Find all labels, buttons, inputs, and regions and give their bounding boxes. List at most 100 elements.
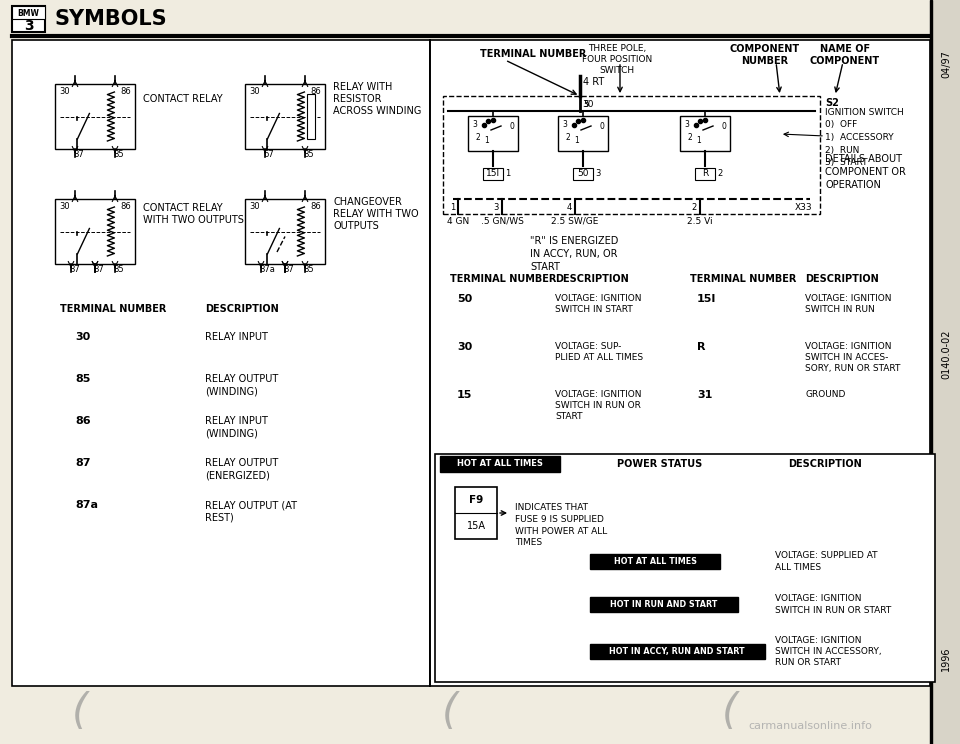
- Text: IGNITION SWITCH
0)  OFF
1)  ACCESSORY
2)  RUN
3)  START: IGNITION SWITCH 0) OFF 1) ACCESSORY 2) R…: [825, 108, 903, 167]
- Text: VOLTAGE: SUPPLIED AT
ALL TIMES: VOLTAGE: SUPPLIED AT ALL TIMES: [775, 551, 877, 571]
- Text: RELAY OUTPUT
(ENERGIZED): RELAY OUTPUT (ENERGIZED): [205, 458, 278, 481]
- Text: R: R: [702, 170, 708, 179]
- Text: (: (: [72, 691, 88, 733]
- Text: 3: 3: [562, 120, 566, 129]
- Text: VOLTAGE: IGNITION
SWITCH IN START: VOLTAGE: IGNITION SWITCH IN START: [555, 294, 641, 314]
- Text: 67: 67: [263, 150, 274, 159]
- Bar: [573, 168, 593, 180]
- Bar: [12, 40, 430, 686]
- Text: VOLTAGE: IGNITION
SWITCH IN RUN OR START: VOLTAGE: IGNITION SWITCH IN RUN OR START: [775, 594, 891, 615]
- Text: "R" IS ENERGIZED
IN ACCY, RUN, OR
START: "R" IS ENERGIZED IN ACCY, RUN, OR START: [530, 236, 618, 272]
- Text: RELAY OUTPUT
(WINDING): RELAY OUTPUT (WINDING): [205, 374, 278, 397]
- Text: 5: 5: [583, 100, 588, 109]
- Bar: [558, 116, 608, 151]
- Text: 15I: 15I: [697, 294, 716, 304]
- Text: 31: 31: [697, 390, 712, 400]
- Bar: [930, 0, 932, 744]
- Text: COMPONENT
NUMBER: COMPONENT NUMBER: [730, 44, 800, 66]
- Text: TERMINAL NUMBER: TERMINAL NUMBER: [690, 274, 797, 284]
- Text: RELAY OUTPUT (AT
REST): RELAY OUTPUT (AT REST): [205, 500, 297, 523]
- Text: R: R: [701, 168, 708, 178]
- Text: 30: 30: [75, 332, 90, 342]
- Text: 30: 30: [59, 87, 70, 96]
- Bar: [12, 6, 45, 32]
- Text: 86: 86: [310, 87, 321, 96]
- Text: 87a: 87a: [75, 500, 98, 510]
- Text: VOLTAGE: IGNITION
SWITCH IN RUN OR
START: VOLTAGE: IGNITION SWITCH IN RUN OR START: [555, 390, 641, 421]
- Bar: [680, 116, 730, 151]
- Text: GROUND: GROUND: [805, 390, 846, 399]
- Text: HOT AT ALL TIMES: HOT AT ALL TIMES: [457, 460, 543, 469]
- Bar: [55, 84, 135, 149]
- Text: 2.5 SW/GE: 2.5 SW/GE: [551, 217, 599, 226]
- Bar: [307, 94, 316, 139]
- Text: 4 RT: 4 RT: [583, 77, 604, 87]
- Text: TERMINAL NUMBER: TERMINAL NUMBER: [60, 304, 166, 314]
- Text: F9: F9: [468, 495, 483, 505]
- Text: 87: 87: [93, 265, 104, 274]
- Text: NAME OF
COMPONENT: NAME OF COMPONENT: [810, 44, 880, 66]
- Text: 2: 2: [692, 203, 697, 212]
- Text: 1: 1: [696, 136, 701, 145]
- Text: R: R: [697, 342, 706, 352]
- Bar: [590, 644, 765, 659]
- Text: VOLTAGE: IGNITION
SWITCH IN ACCESSORY,
RUN OR START: VOLTAGE: IGNITION SWITCH IN ACCESSORY, R…: [775, 636, 881, 667]
- Text: 86: 86: [310, 202, 321, 211]
- Text: 04/97: 04/97: [941, 50, 951, 78]
- Text: 2: 2: [717, 170, 722, 179]
- Text: 85: 85: [113, 265, 124, 274]
- Text: 30: 30: [582, 100, 593, 109]
- Text: 3: 3: [24, 19, 34, 33]
- Text: DETAILS ABOUT
COMPONENT OR
OPERATION: DETAILS ABOUT COMPONENT OR OPERATION: [825, 154, 906, 190]
- Text: SYMBOLS: SYMBOLS: [55, 9, 168, 29]
- Text: 1: 1: [449, 203, 455, 212]
- Text: 4 GN: 4 GN: [446, 217, 469, 226]
- Bar: [55, 199, 135, 264]
- Text: 85: 85: [113, 150, 124, 159]
- Text: 85: 85: [303, 150, 314, 159]
- Text: 3: 3: [684, 120, 689, 129]
- Text: 4: 4: [566, 203, 572, 212]
- Text: 15: 15: [457, 390, 472, 400]
- Text: 86: 86: [75, 416, 90, 426]
- Text: TERMINAL NUMBER: TERMINAL NUMBER: [480, 49, 587, 59]
- Bar: [932, 0, 960, 744]
- Text: 50: 50: [577, 170, 588, 179]
- Text: HOT IN ACCY, RUN AND START: HOT IN ACCY, RUN AND START: [610, 647, 745, 656]
- Text: (: (: [722, 691, 738, 733]
- Bar: [245, 84, 325, 149]
- Bar: [695, 168, 715, 180]
- Text: 1996: 1996: [941, 647, 951, 671]
- Text: 2.5 Vi: 2.5 Vi: [687, 217, 713, 226]
- Text: 50: 50: [457, 294, 472, 304]
- Text: 85: 85: [75, 374, 90, 384]
- Text: VOLTAGE: SUP-
PLIED AT ALL TIMES: VOLTAGE: SUP- PLIED AT ALL TIMES: [555, 342, 643, 362]
- Text: POWER STATUS: POWER STATUS: [617, 459, 703, 469]
- Text: 0140.0-02: 0140.0-02: [941, 330, 951, 379]
- Text: 30: 30: [457, 342, 472, 352]
- Bar: [440, 456, 560, 472]
- Text: (: (: [442, 691, 458, 733]
- Bar: [468, 116, 518, 151]
- Text: 30: 30: [249, 87, 259, 96]
- Text: 87a: 87a: [259, 265, 275, 274]
- Text: INDICATES THAT
FUSE 9 IS SUPPLIED
WITH POWER AT ALL
TIMES: INDICATES THAT FUSE 9 IS SUPPLIED WITH P…: [515, 503, 608, 548]
- Text: BMW: BMW: [17, 8, 39, 18]
- Text: 15I: 15I: [485, 168, 501, 178]
- Text: carmanualsonline.info: carmanualsonline.info: [748, 721, 872, 731]
- Bar: [590, 554, 720, 569]
- Text: 50: 50: [576, 168, 589, 178]
- Bar: [590, 597, 738, 612]
- Text: RELAY WITH
RESISTOR
ACROSS WINDING: RELAY WITH RESISTOR ACROSS WINDING: [333, 82, 421, 116]
- Text: 3: 3: [472, 120, 477, 129]
- Bar: [455, 487, 497, 539]
- Text: DESCRIPTION: DESCRIPTION: [205, 304, 278, 314]
- Text: 15I: 15I: [486, 170, 500, 179]
- Bar: [443, 96, 820, 214]
- Text: RELAY INPUT
(WINDING): RELAY INPUT (WINDING): [205, 416, 268, 439]
- Text: 1: 1: [505, 170, 511, 179]
- Text: RELAY INPUT: RELAY INPUT: [205, 332, 268, 342]
- Text: 87: 87: [283, 265, 294, 274]
- Text: HOT IN RUN AND START: HOT IN RUN AND START: [611, 600, 718, 609]
- Bar: [430, 40, 930, 686]
